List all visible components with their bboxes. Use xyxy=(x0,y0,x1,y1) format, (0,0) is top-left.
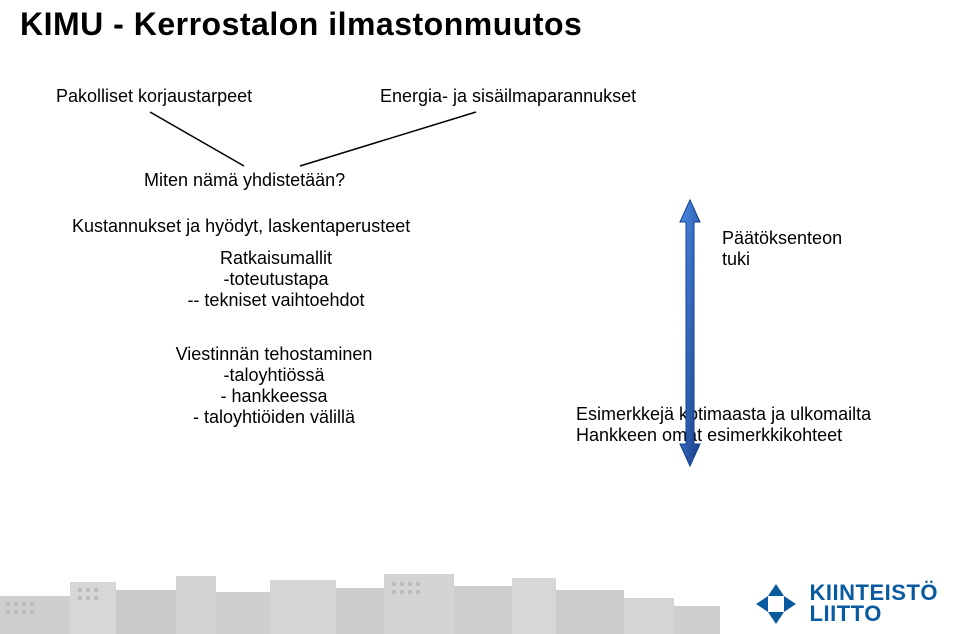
decision-line1: Päätöksenteon xyxy=(722,228,842,249)
examples-line2: Hankkeen omat esimerkkikohteet xyxy=(576,425,871,446)
label-decision-support: Päätöksenteon tuki xyxy=(722,228,842,270)
label-energia: Energia- ja sisäilmaparannukset xyxy=(380,86,636,107)
logo-mark-icon xyxy=(754,582,798,626)
comms-line1: -taloyhtiössä xyxy=(154,365,394,386)
label-join-question: Miten nämä yhdistetään? xyxy=(144,170,345,191)
block-comms: Viestinnän tehostaminen -taloyhtiössä - … xyxy=(154,344,394,428)
comms-line3: - taloyhtiöiden välillä xyxy=(154,407,394,428)
footer-logo: KIINTEISTÖ LIITTO xyxy=(754,582,938,626)
page-title: KIMU - Kerrostalon ilmastonmuutos xyxy=(20,6,582,43)
solutions-line1: -toteutustapa xyxy=(176,269,376,290)
label-pakolliset: Pakolliset korjaustarpeet xyxy=(56,86,252,107)
logo-text: KIINTEISTÖ LIITTO xyxy=(810,583,938,625)
block-solutions: Ratkaisumallit -toteutustapa -- tekniset… xyxy=(176,248,376,311)
label-costs: Kustannukset ja hyödyt, laskentaperustee… xyxy=(72,216,410,237)
logo-line2: LIITTO xyxy=(810,604,938,625)
comms-heading: Viestinnän tehostaminen xyxy=(154,344,394,365)
comms-line2: - hankkeessa xyxy=(154,386,394,407)
solutions-line2: -- tekniset vaihtoehdot xyxy=(176,290,376,311)
decision-line2: tuki xyxy=(722,249,842,270)
label-examples: Esimerkkejä kotimaasta ja ulkomailta Han… xyxy=(576,404,871,446)
solutions-heading: Ratkaisumallit xyxy=(176,248,376,269)
examples-line1: Esimerkkejä kotimaasta ja ulkomailta xyxy=(576,404,871,425)
